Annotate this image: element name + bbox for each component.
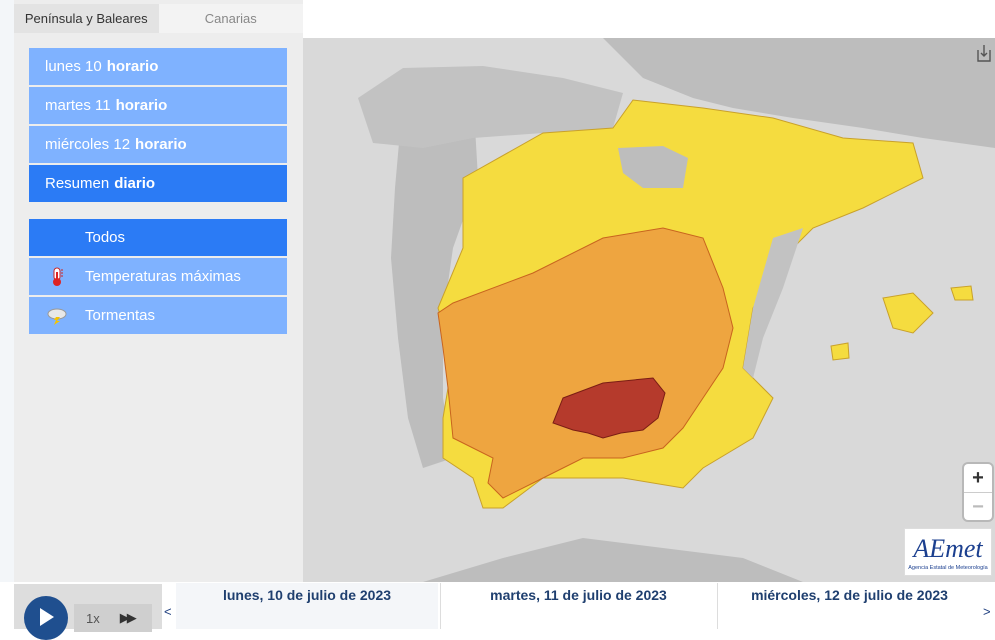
speed-control: 1x ▶▶ (74, 604, 152, 632)
day-menu: lunes 10 horario martes 11 horario miércol… (29, 48, 287, 204)
timeline-day-martes[interactable]: martes, 11 de julio de 2023 (440, 583, 716, 629)
day-item-martes[interactable]: martes 11 horario (29, 87, 287, 124)
zoom-out-button[interactable]: − (964, 492, 992, 521)
day-mode: diario (114, 175, 156, 192)
gray-interior (618, 146, 688, 188)
timeline-bar (0, 582, 995, 629)
tab-canarias[interactable]: Canarias (158, 4, 303, 33)
filter-todos[interactable]: Todos (29, 219, 287, 256)
warning-orange-area (437, 227, 734, 499)
fast-forward-icon[interactable]: ▶▶ (119, 610, 137, 625)
filter-temperaturas[interactable]: Temperaturas máximas (29, 258, 287, 295)
day-label: miércoles 12 (45, 136, 131, 153)
play-button[interactable] (24, 596, 68, 640)
mallorca (882, 292, 934, 334)
filter-label: Tormentas (85, 307, 156, 324)
warning-red-area (552, 377, 666, 439)
aemet-logo: AEmet Agencia Estatal de Meteorología (904, 528, 992, 576)
day-mode: horario (135, 136, 187, 153)
portugal-land (391, 93, 478, 468)
menorca (950, 285, 974, 301)
day-mode: horario (106, 58, 159, 75)
warnings-map[interactable] (303, 38, 995, 582)
filter-label: Todos (85, 229, 126, 246)
day-label: Resumen (45, 175, 110, 192)
logo-text: AEmet (911, 534, 983, 563)
thermometer-icon (29, 267, 85, 287)
timeline-day-lunes[interactable]: lunes, 10 de julio de 2023 (176, 583, 438, 629)
download-icon[interactable] (977, 44, 991, 62)
day-item-lunes[interactable]: lunes 10 horario (29, 48, 287, 85)
east-coast-gray (743, 228, 803, 378)
phenomenon-filter: Todos Temperaturas máximas Tormentas (29, 219, 287, 336)
day-mode: horario (115, 97, 168, 114)
north-spain-gray (358, 66, 623, 148)
speed-select[interactable]: 1x (86, 610, 100, 626)
timeline-next-button[interactable]: > (983, 604, 991, 619)
africa-land (423, 538, 803, 582)
logo-subtitle: Agencia Estatal de Meteorología (908, 565, 988, 571)
tab-peninsula[interactable]: Península y Baleares (14, 4, 159, 33)
timeline-prev-button[interactable]: < (164, 604, 172, 619)
timeline-day-miercoles[interactable]: miércoles, 12 de julio de 2023 (717, 583, 981, 629)
zoom-control: + − (964, 464, 992, 520)
france-land (603, 38, 995, 148)
region-tabs: Península y Baleares Canarias (14, 4, 303, 33)
left-strip (0, 0, 14, 629)
day-label: martes 11 (45, 97, 111, 114)
day-item-miercoles[interactable]: miércoles 12 horario (29, 126, 287, 163)
day-label: lunes 10 (45, 58, 102, 75)
filter-label: Temperaturas máximas (85, 268, 241, 285)
ibiza (830, 342, 850, 361)
zoom-in-button[interactable]: + (972, 466, 984, 489)
storm-icon (29, 307, 85, 325)
day-item-resumen[interactable]: Resumen diario (29, 165, 287, 202)
filter-tormentas[interactable]: Tormentas (29, 297, 287, 334)
